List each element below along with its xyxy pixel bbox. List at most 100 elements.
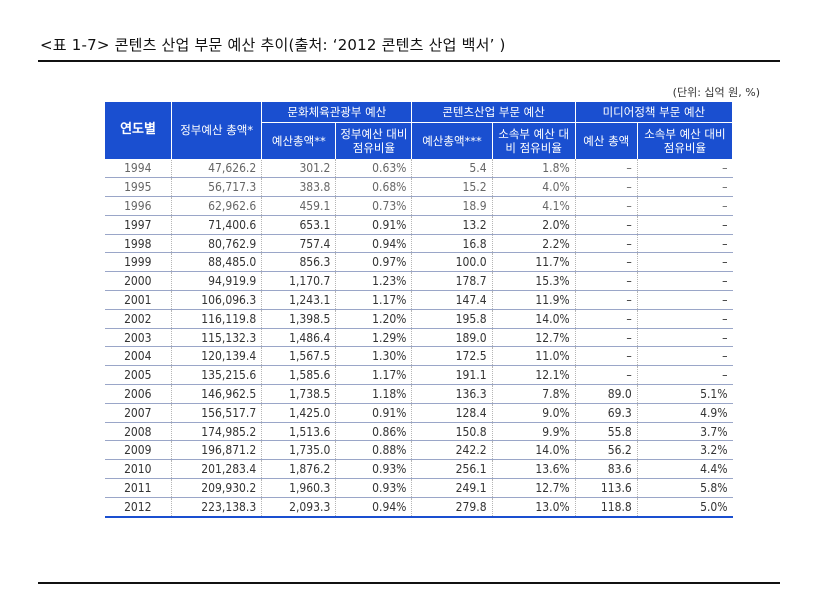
cell-content-share: 9.9% bbox=[492, 422, 576, 442]
table-row: 2005 135,215.6 1,585.6 1.17% 191.1 12.1% – – bbox=[104, 365, 733, 386]
cell-media-share: 4.4% bbox=[637, 459, 733, 480]
cell-year: 2006 bbox=[104, 384, 173, 404]
cell-mcst-share: 1.17% bbox=[335, 290, 413, 310]
cell-gov-budget: 106,096.3 bbox=[171, 290, 263, 310]
bottom-rule bbox=[38, 582, 780, 584]
table-row: 1999 88,485.0 856.3 0.97% 100.0 11.7% – – bbox=[104, 252, 733, 273]
cell-mcst-share: 0.91% bbox=[335, 215, 413, 235]
cell-content-total: 189.0 bbox=[411, 328, 493, 348]
cell-mcst-total: 383.8 bbox=[261, 177, 337, 198]
table-row: 1994 47,626.2 301.2 0.63% 5.4 1.8% – – bbox=[104, 159, 733, 179]
cell-mcst-total: 1,585.6 bbox=[261, 365, 337, 386]
cell-mcst-total: 301.2 bbox=[261, 159, 337, 179]
cell-media-share: 3.7% bbox=[637, 422, 733, 442]
cell-media-share: 5.1% bbox=[637, 384, 733, 404]
cell-content-share: 12.1% bbox=[492, 365, 576, 386]
cell-mcst-share: 0.68% bbox=[335, 177, 413, 198]
table-row: 1995 56,717.3 383.8 0.68% 15.2 4.0% – – bbox=[104, 177, 733, 198]
cell-media-share: 4.9% bbox=[637, 403, 733, 423]
table-row: 1998 80,762.9 757.4 0.94% 16.8 2.2% – – bbox=[104, 234, 733, 254]
cell-content-share: 7.8% bbox=[492, 384, 576, 404]
cell-content-share: 11.7% bbox=[492, 252, 576, 273]
header-media-share: 소속부 예산 대비 점유비율 bbox=[636, 122, 734, 159]
cell-mcst-share: 0.94% bbox=[335, 497, 413, 518]
cell-content-total: 195.8 bbox=[411, 309, 493, 329]
table-row: 2009 196,871.2 1,735.0 0.88% 242.2 14.0% 56.2 3… bbox=[104, 440, 733, 461]
cell-year: 2012 bbox=[104, 497, 173, 518]
cell-year: 2003 bbox=[104, 328, 173, 348]
cell-content-share: 1.8% bbox=[492, 159, 576, 179]
cell-mcst-share: 1.29% bbox=[335, 328, 413, 348]
cell-content-share: 4.1% bbox=[492, 196, 576, 216]
cell-gov-budget: 135,215.6 bbox=[171, 365, 263, 386]
cell-year: 1995 bbox=[104, 177, 173, 198]
cell-content-total: 18.9 bbox=[411, 196, 493, 216]
cell-content-share: 11.9% bbox=[492, 290, 576, 310]
header-mcst-group: 문화체육관광부 예산 bbox=[261, 101, 413, 123]
cell-mcst-share: 0.88% bbox=[335, 440, 413, 461]
cell-mcst-total: 1,960.3 bbox=[261, 478, 337, 498]
cell-gov-budget: 47,626.2 bbox=[171, 159, 263, 179]
cell-content-total: 128.4 bbox=[411, 403, 493, 423]
cell-media-share: 3.2% bbox=[637, 440, 733, 461]
header-mcst-share: 정부예산 대비 점유비율 bbox=[335, 122, 413, 159]
cell-media-total: 55.8 bbox=[575, 422, 638, 442]
table-body: 1994 47,626.2 301.2 0.63% 5.4 1.8% – –1995 56,71… bbox=[104, 159, 733, 518]
cell-mcst-total: 757.4 bbox=[261, 234, 337, 254]
cell-mcst-total: 1,243.1 bbox=[261, 290, 337, 310]
cell-mcst-share: 1.18% bbox=[335, 384, 413, 404]
table-row: 2002 116,119.8 1,398.5 1.20% 195.8 14.0% – – bbox=[104, 309, 733, 329]
table-row: 2010 201,283.4 1,876.2 0.93% 256.1 13.6% 83.6 4… bbox=[104, 459, 733, 480]
cell-media-total: 113.6 bbox=[575, 478, 638, 498]
cell-content-total: 15.2 bbox=[411, 177, 493, 198]
header-media-total: 예산 총액 bbox=[574, 122, 638, 159]
cell-media-total: – bbox=[575, 309, 638, 329]
cell-content-total: 13.2 bbox=[411, 215, 493, 235]
cell-year: 1999 bbox=[104, 252, 173, 273]
cell-content-share: 4.0% bbox=[492, 177, 576, 198]
cell-mcst-total: 2,093.3 bbox=[261, 497, 337, 518]
cell-gov-budget: 196,871.2 bbox=[171, 440, 263, 461]
cell-content-share: 15.3% bbox=[492, 271, 576, 292]
cell-content-share: 13.0% bbox=[492, 497, 576, 518]
cell-mcst-share: 0.73% bbox=[335, 196, 413, 216]
cell-media-share: – bbox=[637, 215, 733, 235]
cell-media-share: – bbox=[637, 177, 733, 198]
cell-mcst-share: 1.20% bbox=[335, 309, 413, 329]
cell-content-share: 14.0% bbox=[492, 440, 576, 461]
cell-mcst-total: 1,735.0 bbox=[261, 440, 337, 461]
cell-mcst-total: 1,876.2 bbox=[261, 459, 337, 480]
cell-media-total: – bbox=[575, 215, 638, 235]
cell-content-share: 2.2% bbox=[492, 234, 576, 254]
cell-year: 2000 bbox=[104, 271, 173, 292]
header-content-share: 소속부 예산 대비 점유비율 bbox=[491, 122, 576, 159]
cell-content-total: 147.4 bbox=[411, 290, 493, 310]
table-row: 2000 94,919.9 1,170.7 1.23% 178.7 15.3% – – bbox=[104, 271, 733, 292]
cell-mcst-share: 1.17% bbox=[335, 365, 413, 386]
header-media-group: 미디어정책 부문 예산 bbox=[574, 101, 734, 123]
header-year: 연도별 bbox=[103, 101, 173, 160]
cell-media-total: – bbox=[575, 196, 638, 216]
cell-year: 2008 bbox=[104, 422, 173, 442]
cell-content-share: 12.7% bbox=[492, 478, 576, 498]
table-row: 2003 115,132.3 1,486.4 1.29% 189.0 12.7% – – bbox=[104, 328, 733, 348]
table-row: 2007 156,517.7 1,425.0 0.91% 128.4 9.0% 69.3 4.… bbox=[104, 403, 733, 423]
cell-year: 2010 bbox=[104, 459, 173, 480]
cell-gov-budget: 80,762.9 bbox=[171, 234, 263, 254]
top-rule bbox=[38, 60, 780, 62]
cell-gov-budget: 116,119.8 bbox=[171, 309, 263, 329]
cell-gov-budget: 71,400.6 bbox=[171, 215, 263, 235]
cell-media-total: – bbox=[575, 290, 638, 310]
cell-mcst-total: 1,738.5 bbox=[261, 384, 337, 404]
cell-content-total: 191.1 bbox=[411, 365, 493, 386]
cell-content-share: 11.0% bbox=[492, 346, 576, 367]
table-row: 1996 62,962.6 459.1 0.73% 18.9 4.1% – – bbox=[104, 196, 733, 216]
header-mcst-total: 예산총액** bbox=[261, 122, 337, 159]
cell-year: 1997 bbox=[104, 215, 173, 235]
cell-media-share: – bbox=[637, 271, 733, 292]
table-row: 2006 146,962.5 1,738.5 1.18% 136.3 7.8% 89.0 5.… bbox=[104, 384, 733, 404]
cell-gov-budget: 146,962.5 bbox=[171, 384, 263, 404]
unit-note: (단위: 십억 원, %) bbox=[672, 86, 760, 99]
cell-media-total: 69.3 bbox=[575, 403, 638, 423]
cell-mcst-total: 1,513.6 bbox=[261, 422, 337, 442]
